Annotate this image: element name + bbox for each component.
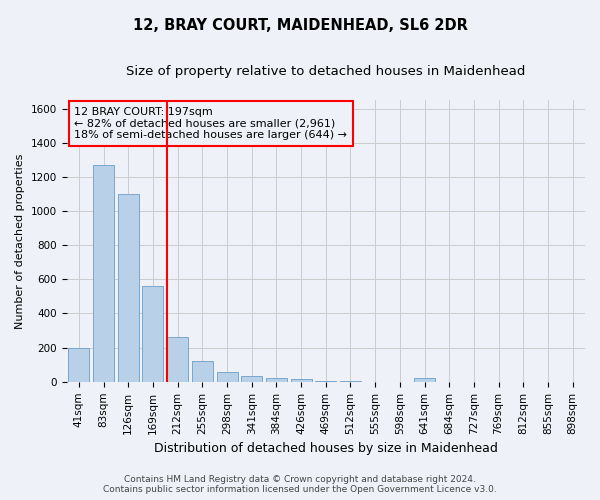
Bar [118,194,139,382]
Bar [315,381,336,382]
Bar [414,378,435,382]
Bar [167,336,188,382]
Bar [142,286,163,382]
Bar [290,380,311,382]
Text: 12 BRAY COURT: 197sqm
← 82% of detached houses are smaller (2,961)
18% of semi-d: 12 BRAY COURT: 197sqm ← 82% of detached … [74,107,347,140]
Bar [340,381,361,382]
Bar [241,376,262,382]
X-axis label: Distribution of detached houses by size in Maidenhead: Distribution of detached houses by size … [154,442,498,455]
Bar [266,378,287,382]
Y-axis label: Number of detached properties: Number of detached properties [15,153,25,328]
Bar [192,362,213,382]
Bar [93,165,114,382]
Text: Contains HM Land Registry data © Crown copyright and database right 2024.
Contai: Contains HM Land Registry data © Crown c… [103,474,497,494]
Text: 12, BRAY COURT, MAIDENHEAD, SL6 2DR: 12, BRAY COURT, MAIDENHEAD, SL6 2DR [133,18,467,32]
Title: Size of property relative to detached houses in Maidenhead: Size of property relative to detached ho… [126,65,526,78]
Bar [68,348,89,382]
Bar [217,372,238,382]
